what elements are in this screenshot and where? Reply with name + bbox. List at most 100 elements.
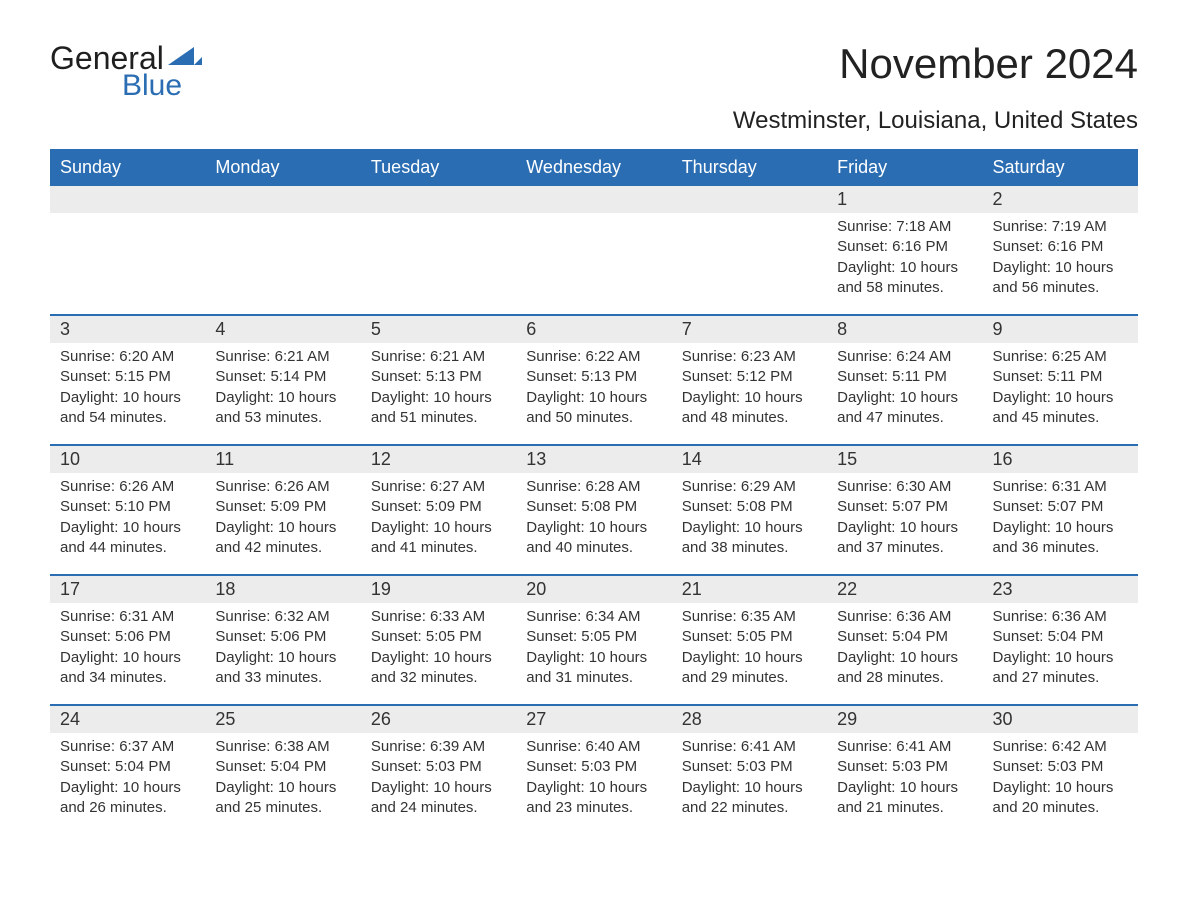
day-header-row: SundayMondayTuesdayWednesdayThursdayFrid… xyxy=(50,149,1138,186)
calendar-cell: 26Sunrise: 6:39 AMSunset: 5:03 PMDayligh… xyxy=(361,706,516,834)
calendar-cell: 6Sunrise: 6:22 AMSunset: 5:13 PMDaylight… xyxy=(516,316,671,444)
sunset-line: Sunset: 6:16 PM xyxy=(837,237,972,257)
day-number: 24 xyxy=(50,706,205,733)
sunrise-line: Sunrise: 7:18 AM xyxy=(837,217,972,237)
calendar-cell xyxy=(205,186,360,314)
sunrise-line: Sunrise: 6:22 AM xyxy=(526,347,661,367)
sunset-line: Sunset: 5:05 PM xyxy=(682,627,817,647)
sunrise-line: Sunrise: 6:36 AM xyxy=(993,607,1128,627)
cell-body: Sunrise: 6:29 AMSunset: 5:08 PMDaylight:… xyxy=(672,473,827,558)
day-number: 23 xyxy=(983,576,1138,603)
calendar-cell: 22Sunrise: 6:36 AMSunset: 5:04 PMDayligh… xyxy=(827,576,982,704)
cell-body: Sunrise: 7:18 AMSunset: 6:16 PMDaylight:… xyxy=(827,213,982,298)
day-number: 10 xyxy=(50,446,205,473)
cell-body: Sunrise: 6:40 AMSunset: 5:03 PMDaylight:… xyxy=(516,733,671,818)
calendar-cell: 30Sunrise: 6:42 AMSunset: 5:03 PMDayligh… xyxy=(983,706,1138,834)
daylight-line: Daylight: 10 hours and 54 minutes. xyxy=(60,388,195,429)
calendar-cell: 24Sunrise: 6:37 AMSunset: 5:04 PMDayligh… xyxy=(50,706,205,834)
day-number: 18 xyxy=(205,576,360,603)
day-number xyxy=(516,186,671,213)
day-number: 29 xyxy=(827,706,982,733)
calendar-cell xyxy=(50,186,205,314)
daylight-line: Daylight: 10 hours and 44 minutes. xyxy=(60,518,195,559)
daylight-line: Daylight: 10 hours and 58 minutes. xyxy=(837,258,972,299)
calendar-cell: 20Sunrise: 6:34 AMSunset: 5:05 PMDayligh… xyxy=(516,576,671,704)
calendar-cell: 4Sunrise: 6:21 AMSunset: 5:14 PMDaylight… xyxy=(205,316,360,444)
cell-body: Sunrise: 6:39 AMSunset: 5:03 PMDaylight:… xyxy=(361,733,516,818)
sunrise-line: Sunrise: 7:19 AM xyxy=(993,217,1128,237)
day-number xyxy=(50,186,205,213)
sunset-line: Sunset: 5:14 PM xyxy=(215,367,350,387)
calendar-cell: 8Sunrise: 6:24 AMSunset: 5:11 PMDaylight… xyxy=(827,316,982,444)
calendar-cell: 27Sunrise: 6:40 AMSunset: 5:03 PMDayligh… xyxy=(516,706,671,834)
calendar-cell: 18Sunrise: 6:32 AMSunset: 5:06 PMDayligh… xyxy=(205,576,360,704)
calendar-cell: 19Sunrise: 6:33 AMSunset: 5:05 PMDayligh… xyxy=(361,576,516,704)
calendar-week: 1Sunrise: 7:18 AMSunset: 6:16 PMDaylight… xyxy=(50,186,1138,314)
cell-body: Sunrise: 6:32 AMSunset: 5:06 PMDaylight:… xyxy=(205,603,360,688)
sunrise-line: Sunrise: 6:42 AM xyxy=(993,737,1128,757)
sunset-line: Sunset: 5:07 PM xyxy=(993,497,1128,517)
sunrise-line: Sunrise: 6:28 AM xyxy=(526,477,661,497)
daylight-line: Daylight: 10 hours and 20 minutes. xyxy=(993,778,1128,819)
daylight-line: Daylight: 10 hours and 29 minutes. xyxy=(682,648,817,689)
day-number: 11 xyxy=(205,446,360,473)
sunrise-line: Sunrise: 6:35 AM xyxy=(682,607,817,627)
cell-body: Sunrise: 6:36 AMSunset: 5:04 PMDaylight:… xyxy=(827,603,982,688)
sunset-line: Sunset: 5:04 PM xyxy=(993,627,1128,647)
day-header-cell: Friday xyxy=(827,149,982,186)
sunrise-line: Sunrise: 6:34 AM xyxy=(526,607,661,627)
day-header-cell: Sunday xyxy=(50,149,205,186)
calendar-week: 10Sunrise: 6:26 AMSunset: 5:10 PMDayligh… xyxy=(50,444,1138,574)
sunset-line: Sunset: 5:08 PM xyxy=(526,497,661,517)
calendar-cell: 17Sunrise: 6:31 AMSunset: 5:06 PMDayligh… xyxy=(50,576,205,704)
day-number: 7 xyxy=(672,316,827,343)
day-number: 14 xyxy=(672,446,827,473)
calendar-cell: 13Sunrise: 6:28 AMSunset: 5:08 PMDayligh… xyxy=(516,446,671,574)
calendar-cell: 21Sunrise: 6:35 AMSunset: 5:05 PMDayligh… xyxy=(672,576,827,704)
location-subtitle: Westminster, Louisiana, United States xyxy=(50,107,1138,135)
calendar-cell: 15Sunrise: 6:30 AMSunset: 5:07 PMDayligh… xyxy=(827,446,982,574)
calendar-cell: 10Sunrise: 6:26 AMSunset: 5:10 PMDayligh… xyxy=(50,446,205,574)
daylight-line: Daylight: 10 hours and 50 minutes. xyxy=(526,388,661,429)
cell-body: Sunrise: 6:41 AMSunset: 5:03 PMDaylight:… xyxy=(672,733,827,818)
logo: General Blue xyxy=(50,40,202,103)
sunset-line: Sunset: 5:08 PM xyxy=(682,497,817,517)
daylight-line: Daylight: 10 hours and 31 minutes. xyxy=(526,648,661,689)
cell-body: Sunrise: 6:26 AMSunset: 5:10 PMDaylight:… xyxy=(50,473,205,558)
cell-body: Sunrise: 6:26 AMSunset: 5:09 PMDaylight:… xyxy=(205,473,360,558)
sunset-line: Sunset: 5:11 PM xyxy=(993,367,1128,387)
day-number: 22 xyxy=(827,576,982,603)
day-header-cell: Tuesday xyxy=(361,149,516,186)
day-header-cell: Wednesday xyxy=(516,149,671,186)
calendar-weeks: 1Sunrise: 7:18 AMSunset: 6:16 PMDaylight… xyxy=(50,186,1138,834)
cell-body: Sunrise: 6:21 AMSunset: 5:14 PMDaylight:… xyxy=(205,343,360,428)
daylight-line: Daylight: 10 hours and 47 minutes. xyxy=(837,388,972,429)
calendar-cell: 12Sunrise: 6:27 AMSunset: 5:09 PMDayligh… xyxy=(361,446,516,574)
sunset-line: Sunset: 5:13 PM xyxy=(526,367,661,387)
sunset-line: Sunset: 5:15 PM xyxy=(60,367,195,387)
sunset-line: Sunset: 5:06 PM xyxy=(215,627,350,647)
sunset-line: Sunset: 5:03 PM xyxy=(837,757,972,777)
day-number: 16 xyxy=(983,446,1138,473)
cell-body: Sunrise: 7:19 AMSunset: 6:16 PMDaylight:… xyxy=(983,213,1138,298)
sunrise-line: Sunrise: 6:31 AM xyxy=(60,607,195,627)
sunset-line: Sunset: 5:05 PM xyxy=(371,627,506,647)
daylight-line: Daylight: 10 hours and 28 minutes. xyxy=(837,648,972,689)
daylight-line: Daylight: 10 hours and 22 minutes. xyxy=(682,778,817,819)
sunrise-line: Sunrise: 6:23 AM xyxy=(682,347,817,367)
sunset-line: Sunset: 5:11 PM xyxy=(837,367,972,387)
calendar-cell: 3Sunrise: 6:20 AMSunset: 5:15 PMDaylight… xyxy=(50,316,205,444)
daylight-line: Daylight: 10 hours and 37 minutes. xyxy=(837,518,972,559)
daylight-line: Daylight: 10 hours and 51 minutes. xyxy=(371,388,506,429)
calendar-cell: 25Sunrise: 6:38 AMSunset: 5:04 PMDayligh… xyxy=(205,706,360,834)
sunset-line: Sunset: 5:05 PM xyxy=(526,627,661,647)
daylight-line: Daylight: 10 hours and 21 minutes. xyxy=(837,778,972,819)
day-header-cell: Monday xyxy=(205,149,360,186)
sunset-line: Sunset: 5:09 PM xyxy=(215,497,350,517)
day-number: 4 xyxy=(205,316,360,343)
daylight-line: Daylight: 10 hours and 40 minutes. xyxy=(526,518,661,559)
sunrise-line: Sunrise: 6:31 AM xyxy=(993,477,1128,497)
sunset-line: Sunset: 6:16 PM xyxy=(993,237,1128,257)
daylight-line: Daylight: 10 hours and 41 minutes. xyxy=(371,518,506,559)
sunset-line: Sunset: 5:04 PM xyxy=(837,627,972,647)
